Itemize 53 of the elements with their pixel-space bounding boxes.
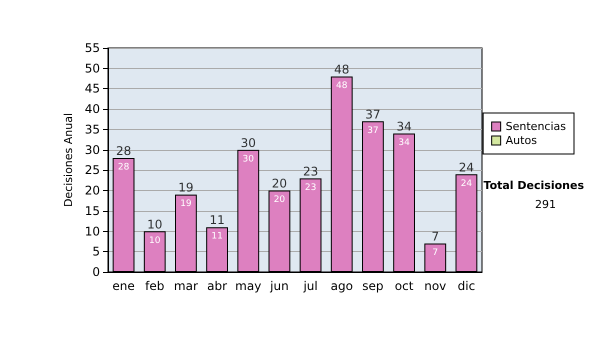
y-tick-label: 30 [84, 142, 100, 157]
total-label: 7 [431, 229, 440, 244]
text: 291 [535, 198, 556, 211]
legend-label: Autos [506, 134, 538, 147]
data-label: 48 [336, 81, 348, 92]
y-tick-label: 40 [84, 102, 100, 116]
y-tick-label: 50 [84, 61, 100, 76]
data-label: 7 [432, 248, 438, 258]
total-label: 48 [334, 62, 350, 77]
y-axis-title: Decisiones Anual [62, 112, 75, 208]
total-label: 23 [302, 164, 318, 178]
x-tick-label: may [235, 279, 262, 293]
data-label: 10 [149, 236, 161, 246]
x-tick-label: mar [174, 279, 198, 293]
total-label: 19 [178, 180, 194, 195]
x-tick-label: ene [112, 279, 135, 293]
data-label: 24 [460, 178, 472, 189]
y-tick-label: 45 [84, 82, 100, 96]
total-label: 20 [272, 176, 288, 191]
y-tick-label: 35 [84, 122, 100, 136]
x-tick-label: oct [394, 279, 414, 293]
y-tick-label: 15 [84, 204, 100, 218]
y-tick-label: 5 [92, 244, 100, 259]
y-tick-label: 0 [92, 265, 100, 279]
x-tick-label: abr [207, 279, 228, 293]
data-label: 11 [211, 232, 223, 242]
x-tick-label: dic [458, 279, 476, 293]
data-label: 23 [304, 182, 316, 193]
data-label: 30 [242, 154, 254, 164]
total-label: 28 [116, 144, 132, 158]
data-label: 20 [274, 195, 286, 206]
x-tick-label: jul [302, 279, 318, 293]
y-tick-label: 10 [84, 224, 100, 238]
x-tick-label: nov [424, 279, 446, 293]
data-label: 19 [180, 199, 192, 210]
total-label: 11 [209, 213, 225, 228]
legend-label: Sentencias [506, 120, 566, 133]
y-tick-label: 20 [84, 184, 100, 198]
total-label: 37 [365, 107, 381, 122]
total-label: 24 [458, 160, 474, 174]
data-label: 34 [398, 138, 410, 148]
y-tick-label: 25 [84, 163, 100, 178]
total-label: 34 [396, 120, 412, 134]
x-tick-label: ago [330, 279, 353, 293]
total-label: 10 [147, 217, 162, 232]
data-label: 37 [367, 126, 379, 136]
y-tick-label: 55 [84, 41, 100, 55]
total-label: 30 [240, 136, 256, 150]
x-tick-label: feb [145, 279, 164, 293]
x-tick-label: sep [362, 279, 384, 293]
data-label: 28 [118, 162, 130, 172]
x-tick-label: jun [269, 279, 289, 293]
text: Total Decisiones [484, 179, 584, 192]
